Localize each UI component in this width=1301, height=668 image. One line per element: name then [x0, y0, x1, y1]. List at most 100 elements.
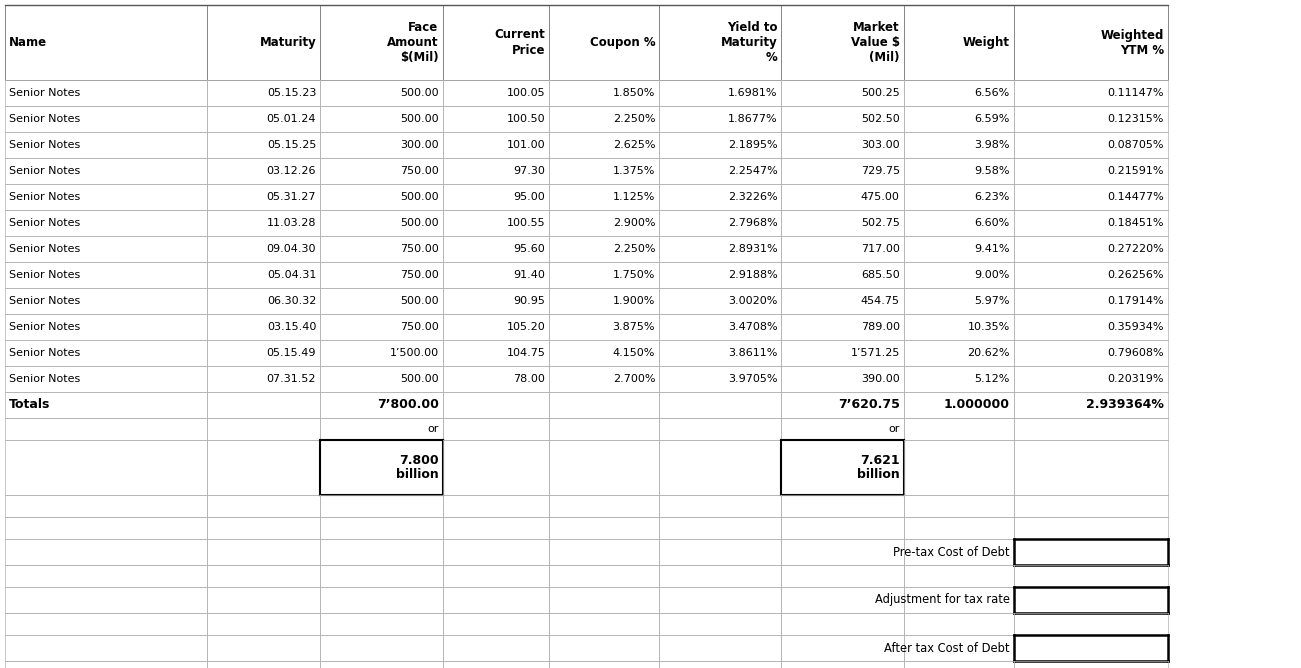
Text: Senior Notes: Senior Notes	[9, 218, 81, 228]
Text: 717.00: 717.00	[861, 244, 900, 254]
Text: 2.2547%: 2.2547%	[727, 166, 778, 176]
Text: 300.00: 300.00	[399, 140, 438, 150]
Text: Senior Notes: Senior Notes	[9, 348, 81, 358]
Text: 0.17914%: 0.17914%	[1107, 296, 1164, 306]
Text: 0.79608%: 0.79608%	[1107, 348, 1164, 358]
Text: 5.97%: 5.97%	[974, 296, 1010, 306]
Text: 1.900%: 1.900%	[613, 296, 656, 306]
Text: 05.15.23: 05.15.23	[267, 88, 316, 98]
Text: 2.250%: 2.250%	[613, 114, 656, 124]
Text: 502.75: 502.75	[861, 218, 900, 228]
Text: Face
Amount
$(Mil): Face Amount $(Mil)	[386, 21, 438, 64]
Text: 502.50: 502.50	[861, 114, 900, 124]
Text: Coupon %: Coupon %	[589, 36, 656, 49]
Text: 0.20319%: 0.20319%	[1107, 374, 1164, 384]
Text: 3.8611%: 3.8611%	[729, 348, 778, 358]
Text: 91.40: 91.40	[514, 270, 545, 280]
Text: 7’800.00: 7’800.00	[377, 399, 438, 411]
Text: 500.00: 500.00	[399, 218, 438, 228]
Text: Totals: Totals	[9, 399, 51, 411]
Text: 05.01.24: 05.01.24	[267, 114, 316, 124]
Text: 0.35934%: 0.35934%	[1107, 322, 1164, 332]
Text: 09.04.30: 09.04.30	[267, 244, 316, 254]
Text: or: or	[427, 424, 438, 434]
Text: 10.35%: 10.35%	[968, 322, 1010, 332]
Text: 729.75: 729.75	[860, 166, 900, 176]
Text: Yield to
Maturity
%: Yield to Maturity %	[721, 21, 778, 64]
Text: 2.250%: 2.250%	[613, 244, 656, 254]
Text: Adjustment for tax rate: Adjustment for tax rate	[874, 593, 1010, 607]
Text: 500.25: 500.25	[861, 88, 900, 98]
Text: 11.03.28: 11.03.28	[267, 218, 316, 228]
Text: 500.00: 500.00	[399, 114, 438, 124]
Text: 750.00: 750.00	[399, 166, 438, 176]
Text: 9.41%: 9.41%	[974, 244, 1010, 254]
Text: After tax Cost of Debt: After tax Cost of Debt	[885, 641, 1010, 655]
Text: 390.00: 390.00	[861, 374, 900, 384]
Text: 2.900%: 2.900%	[613, 218, 656, 228]
Text: 2.939364%: 2.939364%	[1086, 399, 1164, 411]
Text: 05.31.27: 05.31.27	[267, 192, 316, 202]
Text: 97.30: 97.30	[514, 166, 545, 176]
Text: 1’500.00: 1’500.00	[389, 348, 438, 358]
Text: Senior Notes: Senior Notes	[9, 244, 81, 254]
Text: Senior Notes: Senior Notes	[9, 322, 81, 332]
Text: Name: Name	[9, 36, 47, 49]
Text: 7’620.75: 7’620.75	[838, 399, 900, 411]
Text: 9.58%: 9.58%	[974, 166, 1010, 176]
Text: 750.00: 750.00	[399, 322, 438, 332]
Text: 7.621
billion: 7.621 billion	[857, 454, 900, 482]
Text: 1.000000: 1.000000	[943, 399, 1010, 411]
Text: 100.05: 100.05	[506, 88, 545, 98]
Text: 1.6981%: 1.6981%	[729, 88, 778, 98]
Text: 303.00: 303.00	[861, 140, 900, 150]
Text: 0.21591%: 0.21591%	[1107, 166, 1164, 176]
Text: Maturity: Maturity	[259, 36, 316, 49]
Text: 2.9188%: 2.9188%	[727, 270, 778, 280]
Text: Senior Notes: Senior Notes	[9, 192, 81, 202]
Text: Senior Notes: Senior Notes	[9, 166, 81, 176]
Text: 105.20: 105.20	[506, 322, 545, 332]
Text: or: or	[889, 424, 900, 434]
Text: 2.700%: 2.700%	[613, 374, 656, 384]
Text: Senior Notes: Senior Notes	[9, 270, 81, 280]
Text: 100.55: 100.55	[506, 218, 545, 228]
Text: 0.11147%: 0.11147%	[1107, 88, 1164, 98]
Text: Market
Value $
(Mil): Market Value $ (Mil)	[851, 21, 900, 64]
Text: 78.00: 78.00	[514, 374, 545, 384]
Text: 06.30.32: 06.30.32	[267, 296, 316, 306]
Text: 6.23%: 6.23%	[974, 192, 1010, 202]
Text: 500.00: 500.00	[399, 192, 438, 202]
Text: 0.18451%: 0.18451%	[1107, 218, 1164, 228]
Text: 101.00: 101.00	[506, 140, 545, 150]
Text: 3.9705%: 3.9705%	[729, 374, 778, 384]
Text: 0.26256%: 0.26256%	[1107, 270, 1164, 280]
Text: 454.75: 454.75	[861, 296, 900, 306]
Text: Senior Notes: Senior Notes	[9, 88, 81, 98]
Text: 6.59%: 6.59%	[974, 114, 1010, 124]
Text: 500.00: 500.00	[399, 374, 438, 384]
Text: 500.00: 500.00	[399, 88, 438, 98]
Text: 1.850%: 1.850%	[613, 88, 656, 98]
Text: 4.150%: 4.150%	[613, 348, 656, 358]
Text: 0.12315%: 0.12315%	[1107, 114, 1164, 124]
Text: 90.95: 90.95	[514, 296, 545, 306]
Text: 20.62%: 20.62%	[967, 348, 1010, 358]
Text: 7.800
billion: 7.800 billion	[396, 454, 438, 482]
Text: Weight: Weight	[963, 36, 1010, 49]
Text: Weighted
YTM %: Weighted YTM %	[1101, 29, 1164, 57]
Text: Current
Price: Current Price	[494, 29, 545, 57]
Text: 1.750%: 1.750%	[613, 270, 656, 280]
Text: 2.7968%: 2.7968%	[727, 218, 778, 228]
Text: 3.0020%: 3.0020%	[729, 296, 778, 306]
Text: 750.00: 750.00	[399, 270, 438, 280]
Text: 03.12.26: 03.12.26	[267, 166, 316, 176]
Text: 05.15.49: 05.15.49	[267, 348, 316, 358]
Text: 1.375%: 1.375%	[613, 166, 656, 176]
Text: 5.12%: 5.12%	[974, 374, 1010, 384]
Text: 6.60%: 6.60%	[974, 218, 1010, 228]
Text: 2.8931%: 2.8931%	[727, 244, 778, 254]
Text: Senior Notes: Senior Notes	[9, 296, 81, 306]
Text: 100.50: 100.50	[506, 114, 545, 124]
Text: 05.04.31: 05.04.31	[267, 270, 316, 280]
